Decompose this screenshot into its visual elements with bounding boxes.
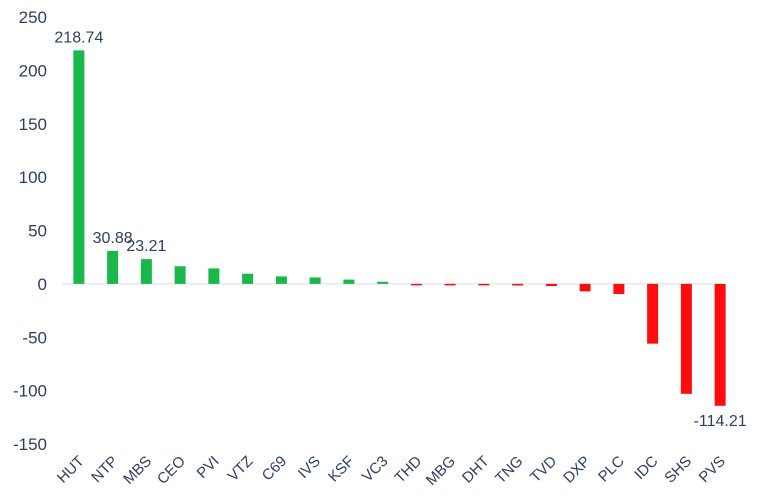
x-tick-label: IVS	[295, 453, 324, 482]
bar-dxp	[579, 283, 591, 292]
data-label: 23.21	[126, 238, 166, 255]
bar-plc	[613, 283, 625, 295]
y-tick-label: 150	[19, 115, 47, 134]
x-tick-label: SHS	[661, 453, 695, 487]
x-tick-label: PVS	[696, 453, 729, 486]
bar-tng	[512, 283, 524, 286]
x-tick-label: CEO	[154, 453, 189, 488]
bar-tvd	[545, 283, 557, 287]
bar-mbs	[140, 259, 152, 284]
y-tick-label: 50	[28, 222, 47, 241]
data-label: -114.21	[694, 413, 747, 430]
bar-dht	[478, 283, 490, 286]
x-tick-label: PVI	[194, 453, 223, 482]
y-tick-label: -100	[13, 382, 47, 401]
x-tick-label: VTZ	[224, 453, 256, 485]
bar-ksf	[343, 279, 355, 284]
bar-hut	[73, 50, 85, 284]
bar-ntp	[107, 250, 119, 284]
bars-group	[73, 50, 726, 406]
x-tick-label: PLC	[595, 453, 628, 486]
x-tick-label: NTP	[88, 453, 121, 486]
y-tick-label: 0	[38, 275, 47, 294]
y-tick-label: 100	[19, 168, 47, 187]
x-tick-label: TVD	[527, 453, 560, 486]
y-tick-label: -150	[13, 435, 47, 454]
bar-pvi	[208, 268, 220, 284]
bar-idc	[647, 283, 659, 344]
x-tick-label: TNG	[492, 453, 526, 487]
bar-ceo	[174, 266, 186, 284]
x-tick-label: THD	[391, 453, 425, 487]
x-tick-label: IDC	[631, 453, 661, 483]
x-tick-label: KSF	[325, 453, 358, 486]
y-tick-label: -50	[22, 328, 47, 347]
data-label: 218.74	[54, 29, 103, 46]
bar-vc3	[377, 281, 389, 284]
x-tick-label: HUT	[54, 453, 88, 487]
x-tick-label: DHT	[459, 453, 493, 487]
y-axis-ticks: 250 200 150 100 50 0 -50 -100 -150	[13, 8, 47, 454]
x-tick-label: VC3	[359, 453, 392, 486]
bar-mbg	[444, 283, 456, 286]
bar-thd	[410, 283, 422, 286]
x-tick-label: C69	[259, 453, 290, 484]
x-tick-label: DXP	[560, 453, 594, 487]
y-tick-label: 250	[19, 8, 47, 27]
bar-c69	[275, 276, 287, 284]
y-tick-label: 200	[19, 61, 47, 80]
bar-vtz	[242, 273, 254, 284]
data-label: 30.88	[93, 230, 133, 247]
x-tick-label: MBG	[423, 453, 459, 489]
x-tick-label: MBS	[120, 453, 155, 488]
bar-ivs	[309, 277, 321, 284]
bar-pvs	[714, 283, 726, 406]
bar-shs	[680, 283, 692, 394]
